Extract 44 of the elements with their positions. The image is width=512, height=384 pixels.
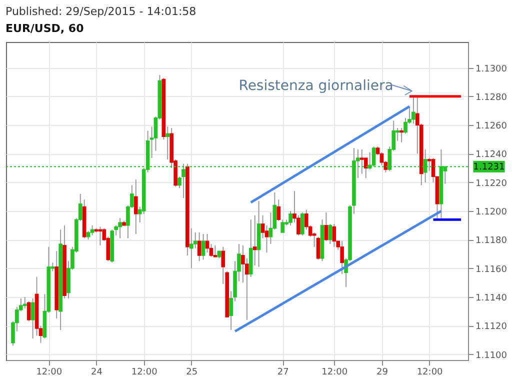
candlestick xyxy=(360,148,364,174)
x-tick-label: 24 xyxy=(91,368,103,378)
candlestick xyxy=(201,233,206,260)
candlestick xyxy=(205,233,210,254)
y-tick-label: 1.1220 xyxy=(476,178,508,189)
y-tick-label: 1.1120 xyxy=(476,322,508,332)
candlestick xyxy=(30,298,35,340)
candlestick xyxy=(332,223,336,248)
y-tick-label: 1.1260 xyxy=(476,122,508,132)
ref-line-label: 1.1231 xyxy=(473,162,505,173)
candlestick xyxy=(134,179,138,234)
candlestick xyxy=(197,232,202,262)
candlestick xyxy=(98,226,102,246)
x-tick-label: 12:00 xyxy=(322,368,348,378)
y-tick-label: 1.1280 xyxy=(476,92,508,103)
candlestick xyxy=(316,236,320,260)
y-tick-label: 1.1140 xyxy=(476,293,508,304)
y-tick-label: 1.1200 xyxy=(476,208,508,218)
annotation: Resistenza giornaliera xyxy=(238,78,394,94)
candlestick xyxy=(300,212,304,236)
x-tick-label: 12:00 xyxy=(416,368,444,378)
y-tick-label: 1.1160 xyxy=(476,264,508,275)
x-tick-label: 12:00 xyxy=(131,368,158,378)
candlestick xyxy=(166,126,170,160)
candlestick xyxy=(26,300,31,322)
candlestick xyxy=(118,218,122,239)
x-tick-label: 25 xyxy=(186,368,198,378)
y-tick-label: 1.1240 xyxy=(476,150,508,160)
candlestick xyxy=(324,212,328,242)
x-tick-label: 29 xyxy=(376,368,388,378)
y-tick-label: 1.1180 xyxy=(476,236,508,246)
x-tick-label: 27 xyxy=(277,368,289,378)
candlestick xyxy=(90,224,94,236)
x-tick-label: 12:00 xyxy=(36,368,62,378)
y-tick-label: 1.1300 xyxy=(476,64,508,74)
y-tick-label: 1.1100 xyxy=(476,350,508,361)
candlestick xyxy=(400,127,404,143)
candlestick xyxy=(22,296,27,309)
candlestick xyxy=(328,223,332,244)
candlestick xyxy=(213,244,218,258)
candlestick xyxy=(280,219,284,234)
chart-subtitle: EUR/USD, 60 xyxy=(6,22,84,35)
chart-title: Published: 29/Sep/2015 - 14:01:58 xyxy=(6,5,196,18)
candlestick xyxy=(276,199,281,222)
